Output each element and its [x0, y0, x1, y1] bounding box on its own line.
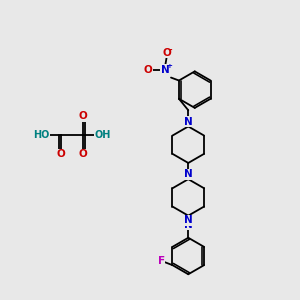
- Text: O: O: [79, 111, 88, 121]
- Text: O: O: [162, 48, 171, 58]
- Text: N: N: [184, 215, 193, 225]
- Text: OH: OH: [94, 130, 110, 140]
- Text: HO: HO: [34, 130, 50, 140]
- Text: N: N: [184, 169, 193, 179]
- Text: O: O: [56, 149, 65, 159]
- Text: N: N: [184, 117, 193, 127]
- Text: O: O: [144, 65, 152, 75]
- Text: F: F: [158, 256, 165, 266]
- Text: +: +: [166, 63, 172, 69]
- Text: N: N: [161, 65, 170, 75]
- Text: N: N: [184, 220, 193, 230]
- Text: O: O: [79, 149, 88, 159]
- Text: -: -: [169, 45, 172, 54]
